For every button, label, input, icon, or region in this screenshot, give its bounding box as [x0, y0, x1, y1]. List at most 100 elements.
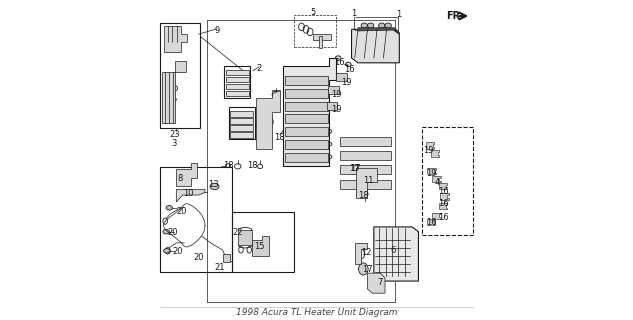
Text: 1: 1: [396, 10, 401, 19]
Bar: [160, 23, 200, 128]
Text: 17: 17: [349, 164, 360, 173]
Bar: [230, 118, 253, 124]
Bar: [422, 126, 473, 235]
Text: 18: 18: [247, 161, 258, 170]
Bar: [232, 212, 294, 272]
Bar: [285, 115, 328, 123]
Text: FR.: FR.: [446, 11, 465, 21]
Text: 16: 16: [438, 187, 449, 196]
Polygon shape: [336, 73, 347, 81]
Ellipse shape: [346, 62, 351, 67]
Polygon shape: [358, 28, 399, 34]
Text: 18: 18: [275, 132, 285, 141]
Bar: [341, 151, 391, 160]
Bar: [230, 132, 253, 138]
Text: 16: 16: [427, 218, 437, 227]
Polygon shape: [356, 168, 377, 198]
Text: 18: 18: [223, 161, 233, 170]
Bar: [239, 230, 252, 245]
Text: 20: 20: [177, 207, 187, 216]
Text: 21: 21: [215, 263, 225, 272]
Text: 16: 16: [438, 213, 449, 222]
Text: 12: 12: [361, 248, 372, 257]
Bar: [313, 34, 331, 40]
Ellipse shape: [166, 205, 172, 210]
Bar: [285, 127, 328, 136]
Ellipse shape: [163, 249, 170, 253]
Bar: [285, 76, 328, 85]
Bar: [294, 15, 335, 47]
Text: 19: 19: [341, 78, 352, 87]
Polygon shape: [439, 183, 447, 189]
Ellipse shape: [358, 263, 368, 275]
Bar: [285, 89, 328, 98]
Polygon shape: [283, 58, 335, 166]
Text: 18: 18: [358, 190, 369, 200]
Text: 1: 1: [351, 9, 356, 18]
Bar: [341, 137, 391, 146]
Ellipse shape: [210, 183, 219, 190]
Text: 20: 20: [168, 228, 179, 237]
Polygon shape: [256, 90, 280, 149]
Bar: [285, 140, 328, 149]
Ellipse shape: [379, 23, 385, 28]
Polygon shape: [368, 273, 385, 293]
Bar: [285, 153, 328, 162]
Text: 19: 19: [331, 90, 342, 99]
Polygon shape: [430, 150, 439, 157]
Text: 20: 20: [193, 253, 204, 262]
Text: 1998 Acura TL Heater Unit Diagram: 1998 Acura TL Heater Unit Diagram: [235, 308, 398, 317]
Text: 7: 7: [377, 277, 383, 286]
Text: 10: 10: [183, 189, 194, 198]
Polygon shape: [351, 29, 399, 63]
Bar: [229, 108, 255, 139]
Polygon shape: [354, 244, 368, 264]
Text: 19: 19: [423, 146, 434, 155]
Polygon shape: [426, 142, 434, 149]
Polygon shape: [177, 189, 205, 202]
Bar: [319, 36, 322, 49]
Text: 4: 4: [435, 178, 440, 187]
Polygon shape: [439, 203, 447, 209]
Text: 9: 9: [215, 26, 220, 35]
Polygon shape: [163, 26, 187, 52]
Polygon shape: [327, 102, 337, 110]
Ellipse shape: [163, 229, 169, 234]
Polygon shape: [162, 61, 186, 123]
Polygon shape: [427, 219, 436, 225]
Bar: [230, 125, 253, 131]
Text: 2: 2: [256, 64, 262, 73]
Ellipse shape: [335, 56, 341, 60]
Bar: [223, 254, 230, 262]
Ellipse shape: [361, 23, 368, 28]
Ellipse shape: [385, 23, 391, 28]
Bar: [224, 66, 250, 98]
Text: 8: 8: [177, 174, 183, 183]
Polygon shape: [440, 194, 449, 200]
Polygon shape: [374, 227, 418, 281]
Text: 17: 17: [350, 164, 361, 173]
Bar: [226, 91, 249, 96]
Text: 11: 11: [363, 176, 373, 185]
Polygon shape: [177, 163, 197, 186]
Text: 13: 13: [208, 180, 218, 189]
Bar: [341, 180, 391, 189]
Text: 5: 5: [310, 8, 315, 17]
Bar: [160, 167, 232, 272]
Text: 23: 23: [169, 130, 180, 139]
Polygon shape: [252, 236, 268, 256]
Text: 15: 15: [254, 242, 265, 251]
Text: 6: 6: [391, 246, 396, 255]
Bar: [341, 165, 391, 174]
Text: 3: 3: [172, 139, 177, 148]
Ellipse shape: [368, 23, 374, 28]
Bar: [226, 84, 249, 89]
Bar: [226, 76, 249, 82]
Polygon shape: [432, 176, 441, 182]
Text: 17: 17: [362, 265, 373, 275]
Polygon shape: [427, 168, 436, 174]
Polygon shape: [432, 212, 441, 219]
Bar: [285, 102, 328, 111]
Bar: [226, 69, 249, 75]
Bar: [230, 111, 253, 117]
